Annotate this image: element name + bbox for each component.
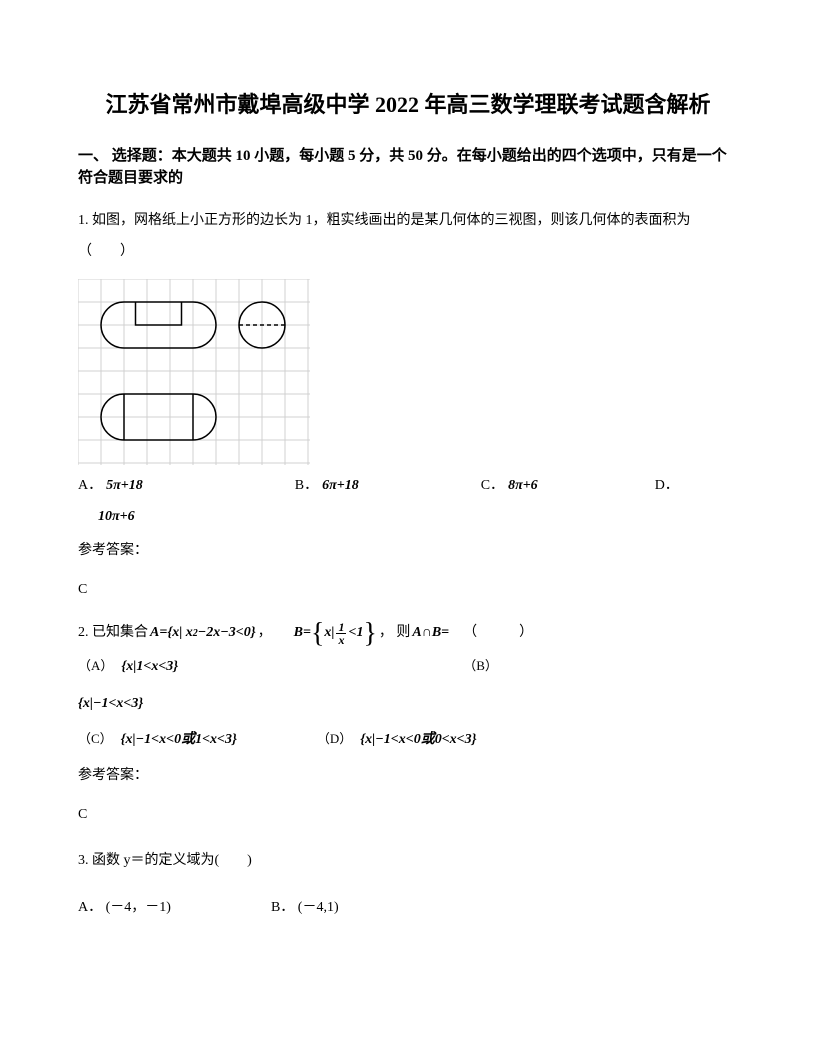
q3-opt-a: (－4，－1) [106,900,171,915]
q3-text: 3. 函数 y＝的定义域为( ) [78,846,738,877]
q2-set-a: A={x| x2−2x−3<0} [150,622,256,644]
section-header: 一、 选择题：本大题共 10 小题，每小题 5 分，共 50 分。在每小题给出的… [78,145,738,190]
q1-label-c: C． [481,475,504,497]
q3-label-b: B． [271,900,294,915]
q1-opt-c: 8π+6 [508,475,538,497]
q2-options: （A） {x|1<x<3} （B） {x|−1<x<3} （C） {x|−1<x… [78,656,738,751]
q2-setB-inner2: <1 [348,622,363,644]
q2-answer-label: 参考答案： [78,765,738,787]
q2-setB-pre: B= [294,622,311,644]
q2-opt-d: {x|−1<x<0或0<x<3} [360,729,476,751]
q2-opt-c: {x|−1<x<0或1<x<3} [121,729,237,751]
three-view-diagram [78,279,310,465]
q2-prefix: 2. 已知集合 [78,622,148,644]
q1-options-row1: A． 5π+18 B． 6π+18 C． 8π+6 D． [78,475,738,497]
q2-label-b: （B） [463,656,498,677]
q3-label-a: A． [78,900,102,915]
q1-label-a: A． [78,475,102,497]
q2-setB-inner1: x| [324,622,334,644]
q2-label-a: （A） [78,656,113,677]
q1-opt-d: 10π+6 [98,506,135,528]
q3-options: A． (－4，－1) B． (－4,1) [78,897,738,919]
q2-comma1: ， [258,622,272,644]
q1-answer: C [78,579,738,601]
page-title: 江苏省常州市戴埠高级中学 2022 年高三数学理联考试题含解析 [78,90,738,121]
q2-setA-pre: A={x| x [150,622,193,644]
q1-label-d: D． [655,475,679,497]
q2-answer: C [78,804,738,826]
q1-answer-label: 参考答案： [78,540,738,562]
q3-opt-b: (－4,1) [298,900,339,915]
q2-set-b: B= { x| 1 x <1 } [294,621,377,646]
q1-figure [78,279,738,465]
q2-intersect: A∩B= [412,622,449,644]
q1-opt-a: 5π+18 [106,475,143,497]
q2-setB-den: x [336,634,346,646]
q2-setA-post: −2x−3<0} [198,622,256,644]
q2-label-c: （C） [78,729,113,750]
q1-text: 1. 如图，网格纸上小正方形的边长为 1，粗实线画出的是某几何体的三视图，则该几… [78,206,738,268]
q2-stem: 2. 已知集合 A={x| x2−2x−3<0} ， B= { x| 1 x <… [78,621,738,646]
q1-opt-b: 6π+18 [322,475,359,497]
q2-opt-b: {x|−1<x<3} [78,693,143,715]
q1-options-row2: 10π+6 [78,506,738,528]
q1-label-b: B． [295,475,318,497]
q2-paren: （ ） [463,622,533,644]
q2-opt-a: {x|1<x<3} [121,656,178,678]
q2-comma2: ， 则 [379,622,411,644]
q2-label-d: （D） [317,729,352,750]
